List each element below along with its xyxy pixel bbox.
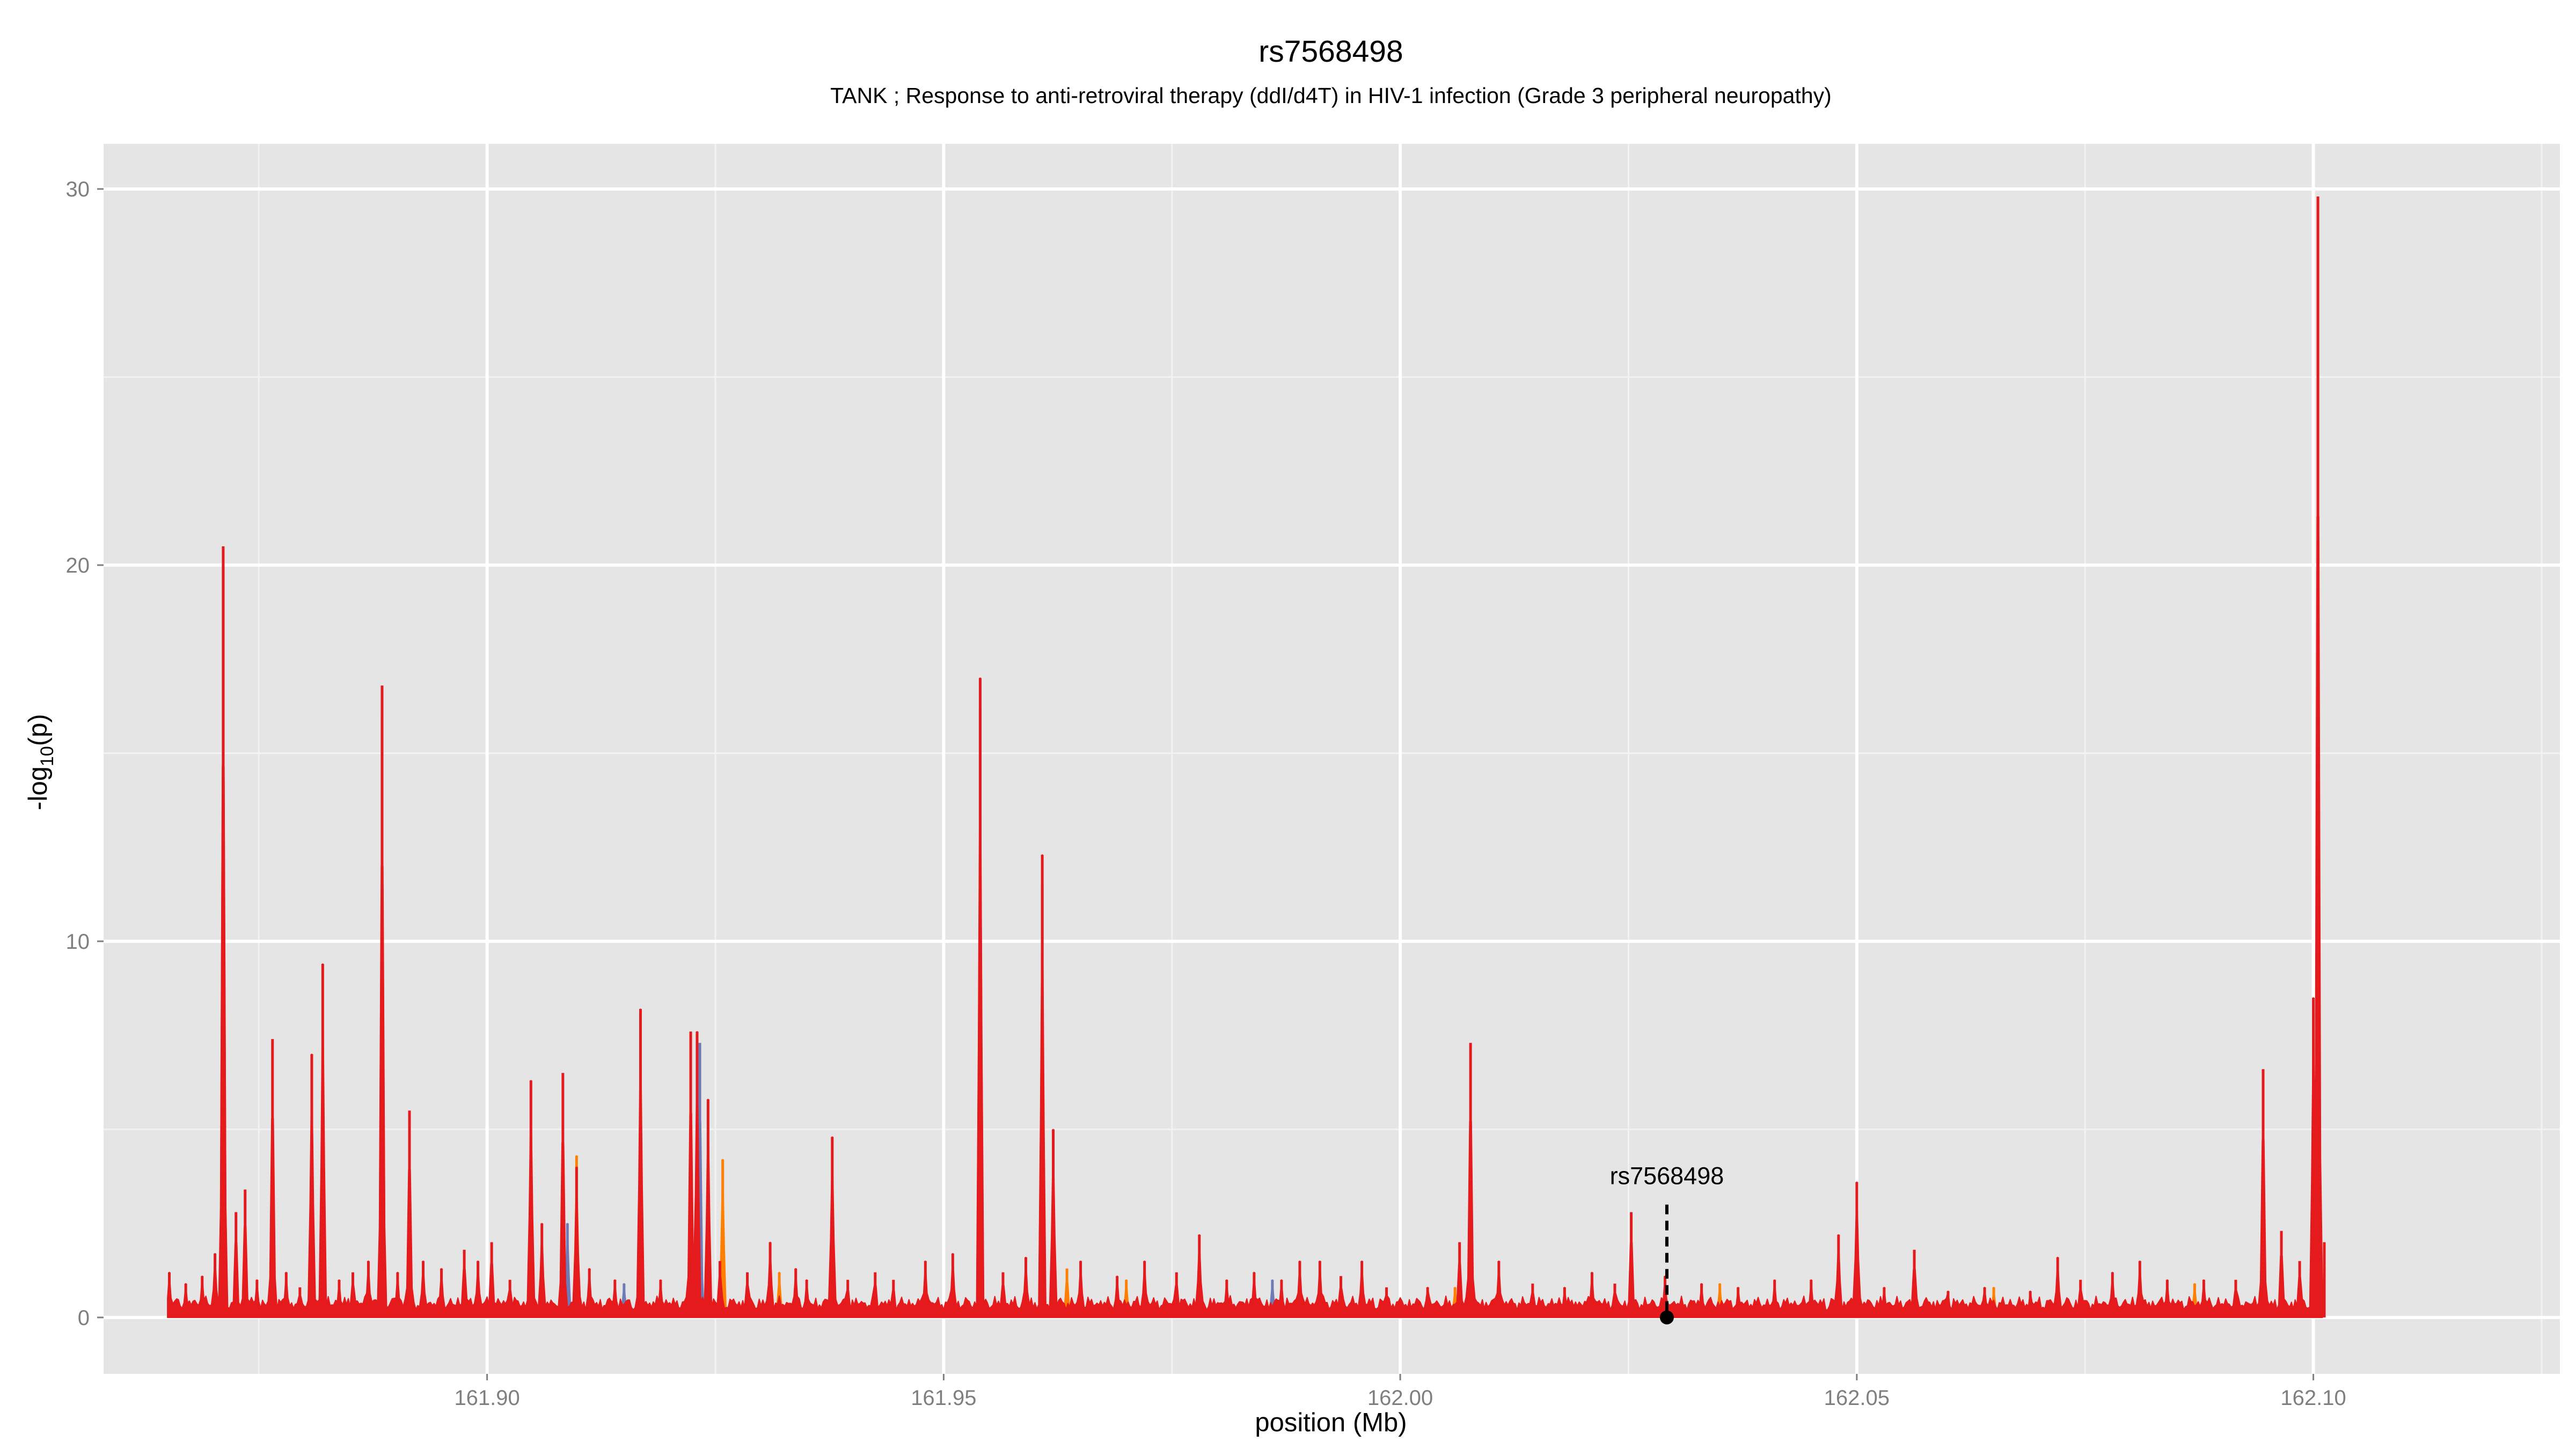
y-axis-label-suffix: (p)	[24, 714, 53, 746]
x-tick-label: 162.00	[1367, 1386, 1433, 1410]
y-axis-label-subscript: 10	[37, 746, 57, 766]
x-tick-label: 161.95	[911, 1386, 976, 1410]
x-tick-label: 162.10	[2280, 1386, 2346, 1410]
annotation-layer: rs7568498	[1610, 1162, 1724, 1324]
y-axis-label-base: -log	[24, 766, 53, 810]
series-layer	[167, 196, 2326, 1318]
y-axis-label: -log10(p)	[24, 714, 57, 810]
chart-title: rs7568498	[1258, 34, 1403, 69]
y-tick-label: 0	[78, 1306, 90, 1330]
y-axis: 0 10 20 30	[66, 178, 104, 1330]
chart-subtitle: TANK ; Response to anti-retroviral thera…	[830, 83, 1832, 108]
y-tick-label: 10	[66, 930, 90, 954]
plot-panel	[104, 144, 2560, 1374]
x-tick-label: 162.05	[1824, 1386, 1890, 1410]
x-axis-label: position (Mb)	[1255, 1408, 1407, 1437]
y-tick-label: 30	[66, 178, 90, 201]
x-axis: 161.90 161.95 162.00 162.05 162.10	[454, 1374, 2346, 1410]
annotation-label: rs7568498	[1610, 1162, 1724, 1190]
grid-minor	[104, 144, 2560, 1374]
y-tick-label: 20	[66, 554, 90, 577]
x-tick-label: 161.90	[454, 1386, 519, 1410]
annotation-point	[1659, 1310, 1674, 1324]
